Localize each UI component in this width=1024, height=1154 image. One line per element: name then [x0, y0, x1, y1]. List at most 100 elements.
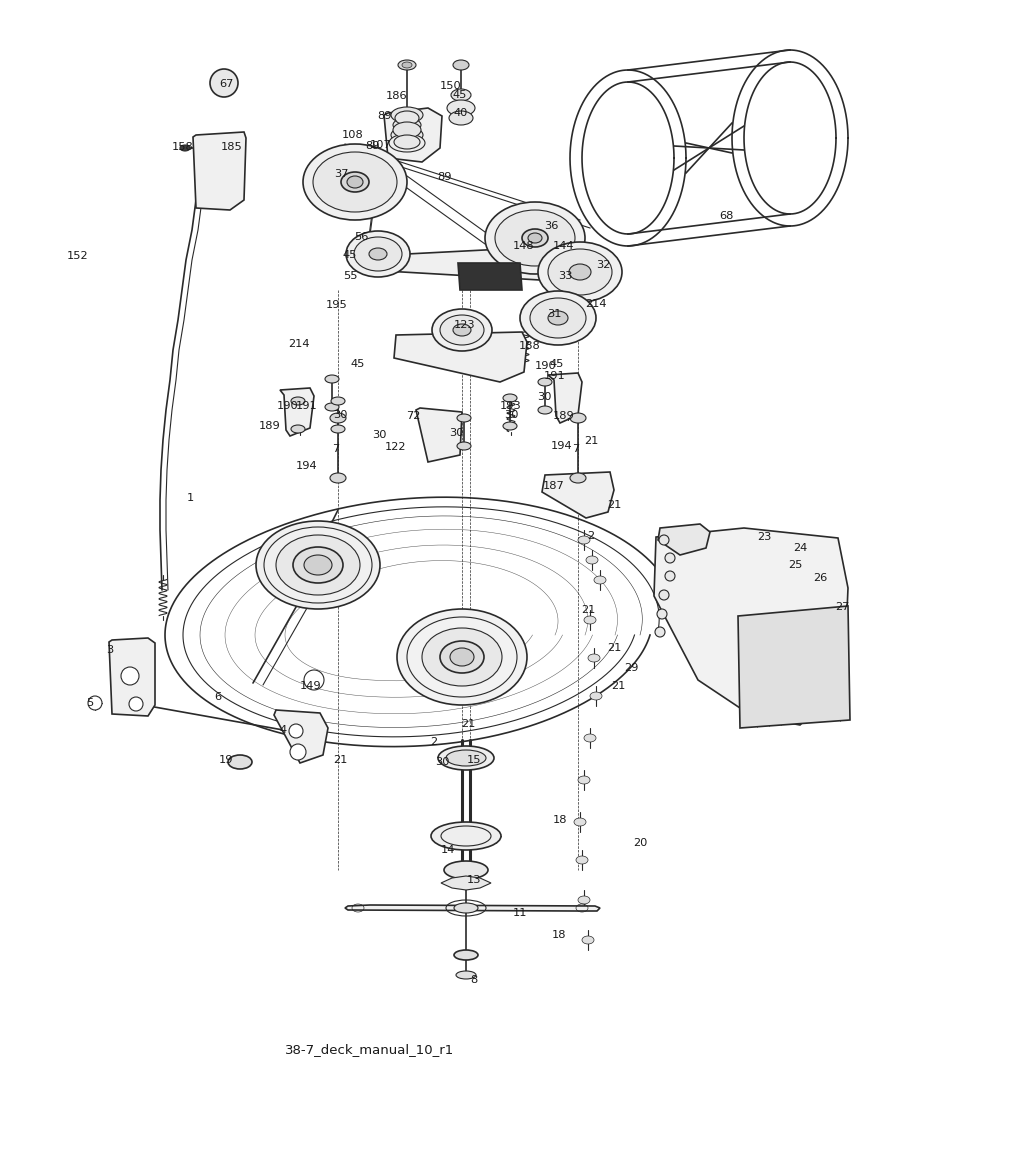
Text: 30: 30 [449, 428, 463, 439]
Text: 185: 185 [221, 142, 243, 152]
Text: 152: 152 [68, 252, 89, 261]
Ellipse shape [313, 152, 397, 212]
Ellipse shape [422, 628, 502, 685]
Ellipse shape [548, 310, 568, 325]
Polygon shape [654, 529, 848, 725]
Text: 30: 30 [435, 757, 450, 767]
Circle shape [210, 69, 238, 97]
Text: 148: 148 [513, 241, 535, 252]
Circle shape [659, 590, 669, 600]
Text: 1: 1 [186, 493, 194, 503]
Text: 21: 21 [461, 719, 475, 729]
Polygon shape [548, 373, 582, 424]
Ellipse shape [454, 902, 478, 913]
Text: 158: 158 [172, 142, 194, 152]
Ellipse shape [432, 309, 492, 351]
Ellipse shape [530, 298, 586, 338]
Circle shape [289, 724, 303, 739]
Text: 21: 21 [333, 755, 347, 765]
Polygon shape [658, 524, 710, 555]
Text: 21: 21 [610, 681, 626, 691]
Ellipse shape [304, 555, 332, 575]
Text: 20: 20 [633, 838, 647, 848]
Ellipse shape [449, 111, 473, 125]
Text: 3: 3 [106, 645, 114, 655]
Ellipse shape [330, 413, 346, 424]
Text: 2: 2 [430, 737, 437, 747]
Text: 21: 21 [607, 500, 622, 510]
Ellipse shape [570, 473, 586, 484]
Ellipse shape [291, 397, 305, 405]
Text: 56: 56 [354, 232, 369, 242]
Ellipse shape [503, 422, 517, 430]
Ellipse shape [180, 145, 190, 151]
Circle shape [655, 627, 665, 637]
Circle shape [290, 744, 306, 760]
Text: 38-7_deck_manual_10_r1: 38-7_deck_manual_10_r1 [285, 1043, 455, 1057]
Ellipse shape [457, 442, 471, 450]
Ellipse shape [393, 118, 421, 132]
Polygon shape [362, 246, 567, 280]
Text: 68: 68 [719, 211, 733, 222]
Ellipse shape [590, 692, 602, 700]
Ellipse shape [538, 379, 552, 385]
Ellipse shape [588, 654, 600, 662]
Ellipse shape [347, 177, 362, 188]
Text: 190: 190 [278, 400, 299, 411]
Ellipse shape [528, 233, 542, 243]
Text: 19: 19 [219, 755, 233, 765]
Ellipse shape [393, 122, 421, 138]
Ellipse shape [293, 547, 343, 583]
Text: 40: 40 [454, 108, 468, 118]
Text: 193: 193 [500, 400, 522, 411]
Ellipse shape [276, 535, 360, 595]
Text: 123: 123 [455, 320, 476, 330]
Text: 18: 18 [552, 930, 566, 941]
Text: 214: 214 [586, 299, 607, 309]
Text: 15: 15 [467, 755, 481, 765]
Text: 27: 27 [835, 602, 849, 612]
Ellipse shape [454, 950, 478, 960]
Text: 11: 11 [513, 908, 527, 917]
Polygon shape [394, 332, 527, 382]
Text: 150: 150 [440, 81, 462, 91]
Text: 67: 67 [219, 78, 233, 89]
Ellipse shape [570, 413, 586, 424]
Text: 2: 2 [588, 531, 595, 541]
Text: 30: 30 [372, 430, 386, 440]
Text: 188: 188 [519, 340, 541, 351]
Text: 144: 144 [553, 241, 574, 252]
Text: 191: 191 [296, 400, 317, 411]
Circle shape [121, 667, 139, 685]
Text: 194: 194 [551, 441, 572, 451]
Text: 18: 18 [553, 815, 567, 825]
Polygon shape [416, 409, 462, 462]
Ellipse shape [354, 237, 402, 271]
Ellipse shape [538, 242, 622, 302]
Polygon shape [280, 388, 314, 436]
Text: 108: 108 [342, 130, 364, 140]
Ellipse shape [548, 249, 612, 295]
Ellipse shape [440, 640, 484, 673]
Text: 13: 13 [467, 875, 481, 885]
Text: 37: 37 [334, 168, 348, 179]
Polygon shape [193, 132, 246, 210]
Polygon shape [738, 606, 850, 728]
Ellipse shape [256, 520, 380, 609]
Ellipse shape [402, 62, 412, 68]
Text: 45: 45 [343, 250, 357, 260]
Text: 189: 189 [553, 411, 574, 421]
Ellipse shape [453, 324, 471, 336]
Text: 24: 24 [793, 544, 807, 553]
Ellipse shape [438, 745, 494, 770]
Text: 6: 6 [214, 692, 221, 702]
Circle shape [665, 553, 675, 563]
Ellipse shape [456, 971, 476, 979]
Ellipse shape [446, 750, 486, 766]
Text: 30: 30 [504, 410, 518, 420]
Polygon shape [109, 638, 155, 715]
Circle shape [304, 670, 324, 690]
Text: 45: 45 [351, 359, 366, 369]
Polygon shape [458, 263, 522, 290]
Ellipse shape [325, 375, 339, 383]
